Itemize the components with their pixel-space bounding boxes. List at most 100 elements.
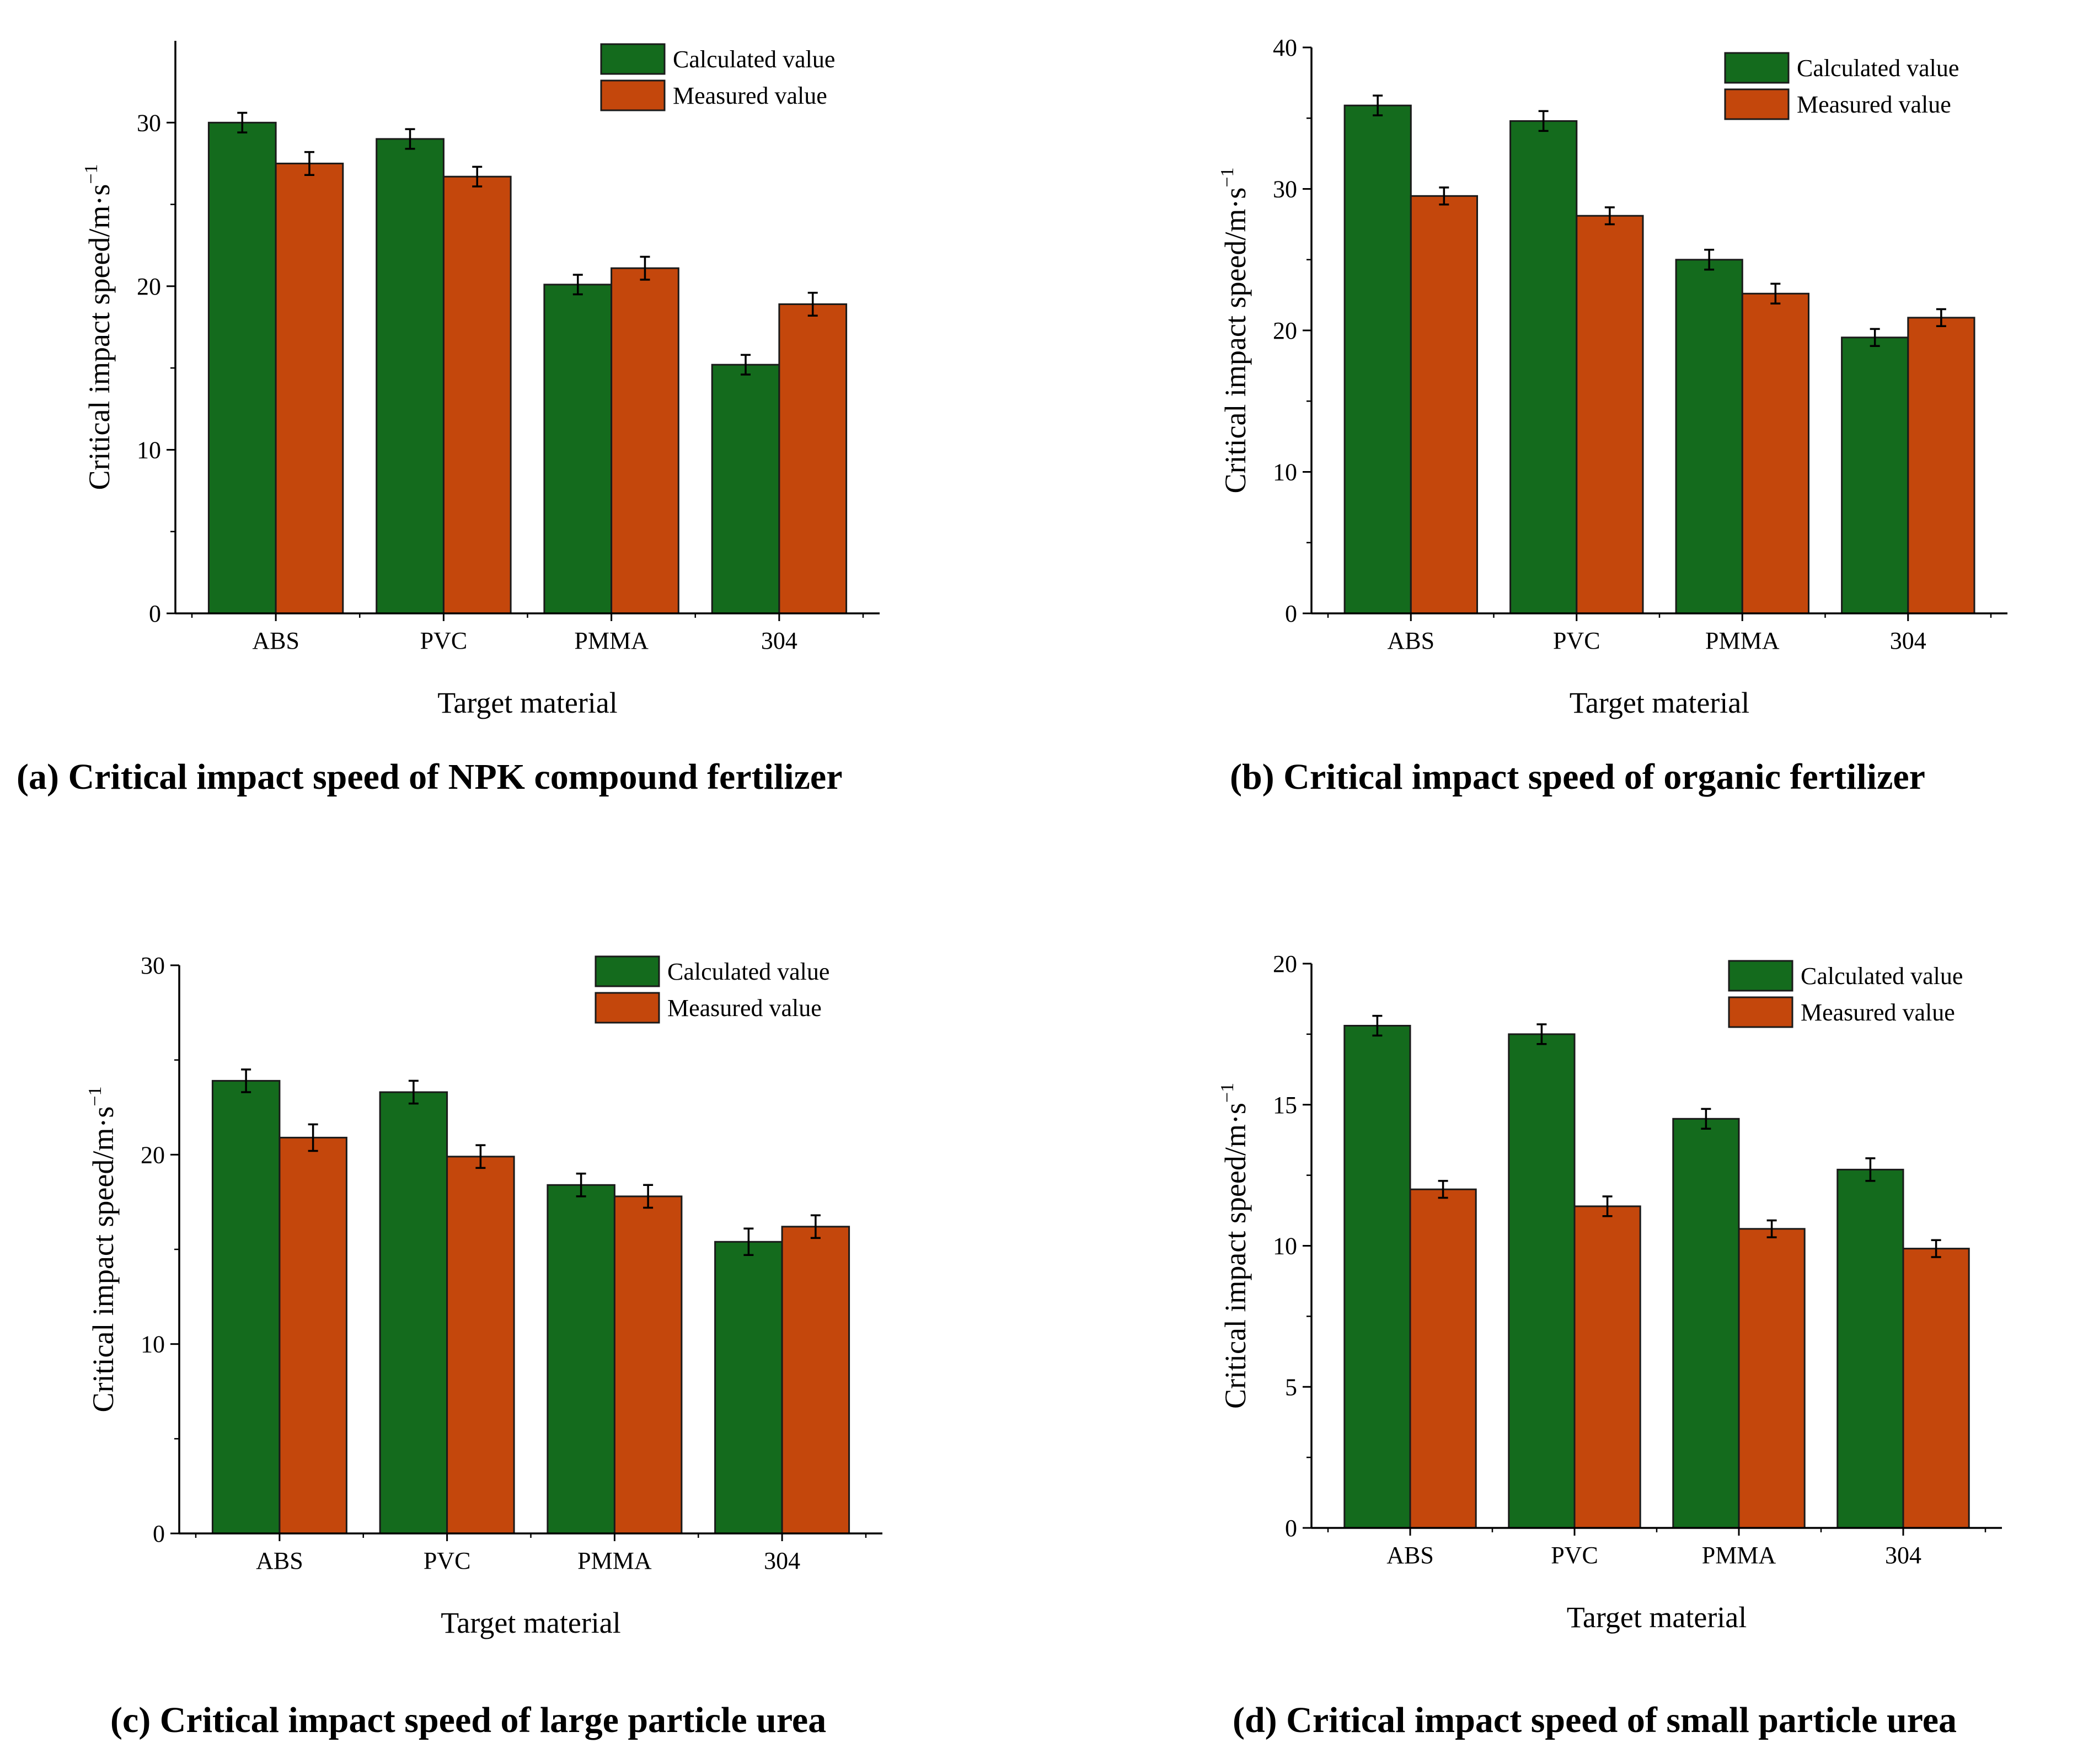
chart-panel-d: ABS PVC PMMA 304 0 5 10 15 20 Target material Crit… bbox=[1217, 950, 2002, 1740]
y-axis-title: Critical impact speed/m·s−1 bbox=[85, 1086, 120, 1412]
legend-label-calculated: Calculated value bbox=[1801, 963, 1963, 990]
bar-calculated-pmma bbox=[547, 1184, 615, 1535]
bar-measured-pmma bbox=[1741, 292, 1810, 614]
y-tick-label: 15 bbox=[1273, 1092, 1297, 1119]
bar-calculated-abs bbox=[211, 1079, 281, 1535]
x-tick-label-pvc: PVC bbox=[424, 1547, 471, 1574]
error-bar-measured-abs bbox=[304, 151, 314, 176]
error-bar-calculated-pvc bbox=[1538, 110, 1549, 132]
error-bar-measured-pmma bbox=[1766, 1219, 1777, 1238]
y-tick-label: 30 bbox=[141, 952, 165, 979]
x-axis-title: Target material bbox=[437, 686, 618, 719]
panel-caption: (d) Critical impact speed of small parti… bbox=[1233, 1700, 1957, 1740]
legend-swatch-calculated bbox=[1724, 52, 1790, 84]
legend-swatch-measured bbox=[1724, 88, 1790, 120]
y-tick-label: 0 bbox=[1285, 600, 1297, 627]
error-bar-measured-304 bbox=[1931, 1239, 1941, 1258]
x-axis-title: Target material bbox=[1570, 686, 1750, 719]
bar-calculated-304 bbox=[1836, 1168, 1904, 1529]
error-bar-measured-abs bbox=[1439, 186, 1449, 206]
bar-measured-pmma bbox=[611, 267, 679, 614]
bar-calculated-abs bbox=[207, 121, 277, 614]
legend-swatch-measured bbox=[1728, 996, 1793, 1028]
y-tick-label: 5 bbox=[1285, 1373, 1297, 1400]
legend-label-calculated: Calculated value bbox=[667, 958, 829, 985]
chart-panel-c: ABS PVC PMMA 304 0 10 20 30 Target material Criti… bbox=[85, 952, 882, 1740]
error-bar-calculated-304 bbox=[743, 1227, 754, 1257]
legend-swatch-calculated bbox=[595, 955, 660, 987]
x-tick-label-pmma: PMMA bbox=[1702, 1542, 1776, 1569]
bar-measured-pvc bbox=[442, 175, 512, 614]
bar-calculated-304 bbox=[714, 1241, 783, 1535]
bar-calculated-pvc bbox=[376, 138, 445, 614]
y-axis-title-text: Critical impact speed/m·s bbox=[1219, 1103, 1252, 1409]
bar-measured-pmma bbox=[613, 1195, 683, 1535]
bar-measured-304 bbox=[1902, 1248, 1970, 1529]
y-tick-label: 0 bbox=[1285, 1515, 1297, 1542]
y-axis-title: Critical impact speed/m·s−1 bbox=[81, 164, 116, 490]
y-tick-label: 10 bbox=[1273, 459, 1297, 486]
legend-label-measured: Measured value bbox=[1801, 999, 1955, 1026]
error-bar-calculated-304 bbox=[1870, 328, 1880, 347]
y-tick-label: 30 bbox=[137, 109, 161, 136]
legend-label-calculated: Calculated value bbox=[1797, 55, 1959, 82]
bar-calculated-304 bbox=[1841, 336, 1909, 614]
bar-calculated-304 bbox=[711, 364, 780, 614]
y-axis-title-text: Critical impact speed/m·s bbox=[83, 184, 116, 490]
legend-label-calculated: Calculated value bbox=[673, 46, 835, 73]
error-bar-measured-pvc bbox=[1604, 206, 1615, 226]
bar-calculated-abs bbox=[1343, 1025, 1411, 1529]
error-bar-calculated-pmma bbox=[1704, 249, 1715, 271]
x-tick-label-pvc: PVC bbox=[1553, 627, 1600, 654]
x-tick-label-304: 304 bbox=[764, 1547, 800, 1574]
error-bar-calculated-304 bbox=[1865, 1157, 1876, 1182]
bar-calculated-pmma bbox=[1672, 1118, 1740, 1529]
error-bar-measured-pvc bbox=[475, 1144, 486, 1169]
legend-label-measured: Measured value bbox=[673, 82, 827, 109]
legend-label-measured: Measured value bbox=[667, 995, 822, 1022]
y-tick-label: 0 bbox=[153, 1520, 165, 1547]
x-tick-label-304: 304 bbox=[1885, 1542, 1921, 1569]
x-tick-label-abs: ABS bbox=[252, 627, 299, 654]
y-tick-label: 20 bbox=[1273, 950, 1297, 977]
bar-measured-abs bbox=[275, 162, 344, 614]
y-tick-label: 0 bbox=[149, 600, 161, 627]
x-tick-label-304: 304 bbox=[761, 627, 797, 654]
error-bar-calculated-pvc bbox=[1536, 1023, 1547, 1045]
y-axis-title-exponent: −1 bbox=[1217, 1083, 1238, 1103]
error-bar-measured-304 bbox=[810, 1214, 821, 1239]
y-axis-title: Critical impact speed/m·s−1 bbox=[1217, 167, 1252, 493]
chart-panel-a: ABS PVC PMMA 304 0 10 20 30 Target material Criti… bbox=[17, 41, 880, 797]
bar-calculated-pvc bbox=[1508, 1033, 1576, 1529]
panel-caption: (a) Critical impact speed of NPK compoun… bbox=[17, 757, 843, 797]
y-axis-title-text: Critical impact speed/m·s bbox=[87, 1106, 120, 1413]
error-bar-calculated-pvc bbox=[408, 1079, 419, 1105]
error-bar-measured-pmma bbox=[643, 1184, 654, 1209]
y-tick-label: 10 bbox=[141, 1331, 165, 1358]
legend-swatch-measured bbox=[600, 79, 666, 111]
bar-measured-pmma bbox=[1738, 1228, 1806, 1529]
error-bar-calculated-304 bbox=[741, 354, 751, 376]
error-bar-calculated-abs bbox=[1373, 94, 1383, 116]
bar-measured-pvc bbox=[1573, 1205, 1641, 1529]
y-tick-label: 30 bbox=[1273, 176, 1297, 203]
bar-measured-304 bbox=[1907, 317, 1975, 614]
x-tick-label-pvc: PVC bbox=[420, 627, 468, 654]
bar-measured-pvc bbox=[446, 1156, 515, 1535]
error-bar-measured-pvc bbox=[472, 165, 483, 188]
x-tick-label-304: 304 bbox=[1890, 627, 1926, 654]
error-bar-measured-pmma bbox=[1770, 282, 1781, 305]
y-axis-title: Critical impact speed/m·s−1 bbox=[1217, 1083, 1252, 1409]
error-bar-calculated-pvc bbox=[405, 128, 415, 150]
bar-calculated-pmma bbox=[543, 284, 613, 614]
legend-swatch-measured bbox=[595, 992, 660, 1024]
panel-caption: (b) Critical impact speed of organic fer… bbox=[1230, 757, 1925, 797]
error-bar-calculated-abs bbox=[241, 1068, 251, 1093]
error-bar-calculated-pmma bbox=[572, 274, 583, 296]
y-tick-label: 20 bbox=[141, 1141, 165, 1168]
y-axis-title-exponent: −1 bbox=[85, 1086, 105, 1106]
bar-measured-pvc bbox=[1576, 215, 1644, 614]
error-bar-measured-abs bbox=[1438, 1180, 1448, 1199]
